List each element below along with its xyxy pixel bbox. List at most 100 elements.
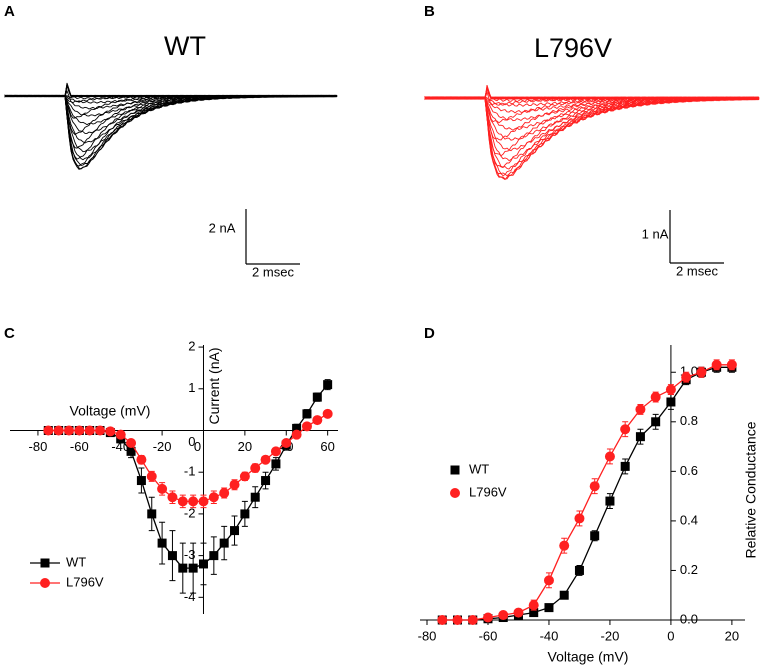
x-tick-label: 0	[194, 439, 201, 454]
data-point	[482, 612, 493, 623]
scale-label: 2 nA	[209, 220, 236, 235]
data-point	[312, 392, 322, 402]
current-trace	[424, 96, 760, 141]
data-point	[250, 492, 260, 502]
legend-marker	[40, 558, 50, 568]
x-tick-label: -40	[111, 439, 130, 454]
data-point	[544, 603, 554, 613]
data-point	[467, 615, 478, 625]
y-tick-label: -3	[184, 547, 196, 562]
data-point	[604, 451, 615, 462]
data-point	[95, 425, 106, 436]
data-point	[260, 454, 271, 465]
data-point	[188, 496, 199, 507]
data-point	[312, 415, 323, 426]
data-point	[726, 359, 737, 370]
y-tick-label: 0.4	[680, 512, 698, 527]
scale-label: 2 msec	[676, 263, 718, 278]
x-tick-label: -60	[70, 439, 89, 454]
y-tick-label: -4	[184, 589, 196, 604]
current-trace	[4, 94, 338, 167]
y-tick-label: 0.2	[680, 562, 698, 577]
data-point	[240, 509, 250, 519]
data-point	[559, 540, 570, 551]
panel-title: WT	[164, 31, 206, 61]
x-tick-label: -20	[601, 628, 620, 643]
data-point	[281, 438, 292, 449]
data-point	[666, 397, 676, 407]
x-tick-label: -80	[29, 439, 48, 454]
y-axis-label: Relative Conductance	[743, 421, 759, 558]
x-tick-label: -20	[153, 439, 172, 454]
data-point	[620, 461, 630, 471]
data-point	[219, 488, 230, 499]
panel-letter: D	[424, 325, 435, 342]
data-point	[157, 538, 167, 548]
data-point	[146, 471, 157, 482]
data-point	[167, 551, 177, 561]
data-point	[559, 590, 569, 600]
y-tick-label: 0.8	[680, 413, 698, 428]
x-tick-label: 20	[238, 439, 252, 454]
x-tick-label: 20	[725, 628, 739, 643]
y-tick-label: 0	[188, 434, 195, 449]
data-point	[696, 367, 707, 378]
legend-marker	[450, 488, 460, 498]
scale-label: 2 msec	[252, 264, 294, 279]
data-point	[711, 359, 722, 370]
data-point	[322, 408, 333, 419]
scale-label: 1 nA	[642, 226, 669, 241]
x-axis-label: Voltage (mV)	[70, 403, 151, 419]
current-trace	[4, 94, 338, 167]
legend-marker	[450, 465, 460, 475]
data-point	[574, 513, 585, 524]
legend-label: L796V	[469, 484, 507, 499]
data-point	[270, 446, 281, 457]
data-point	[589, 481, 600, 492]
legend-label: WT	[66, 554, 86, 569]
current-trace	[424, 95, 760, 141]
data-point	[239, 471, 250, 482]
data-point	[219, 538, 229, 548]
legend-label: L796V	[66, 574, 104, 589]
data-point	[650, 392, 661, 403]
y-tick-label: 0.6	[680, 463, 698, 478]
current-trace	[4, 94, 338, 170]
data-point	[105, 426, 116, 437]
data-point	[230, 526, 240, 536]
data-point	[271, 459, 281, 469]
panel-letter: A	[4, 3, 15, 20]
data-point	[43, 425, 54, 436]
x-tick-label: 60	[320, 439, 334, 454]
series-line	[48, 413, 329, 503]
x-tick-label: -40	[540, 628, 559, 643]
panel-title: L796V	[534, 33, 612, 63]
y-axis-label: Current (nA)	[206, 347, 222, 424]
data-point	[543, 575, 554, 586]
legend-label: WT	[469, 461, 489, 476]
x-tick-label: -60	[479, 628, 498, 643]
data-point	[198, 559, 208, 569]
current-trace	[4, 82, 338, 98]
data-point	[302, 409, 312, 419]
current-trace	[424, 84, 760, 100]
data-point	[136, 454, 147, 465]
current-trace	[424, 96, 760, 157]
data-point	[292, 423, 302, 433]
trace-family	[4, 82, 338, 170]
panel-letter: C	[4, 325, 15, 342]
data-point	[605, 496, 615, 506]
data-point	[452, 615, 463, 625]
data-point	[323, 380, 333, 390]
data-point	[250, 463, 261, 474]
x-tick-label: 0	[667, 628, 674, 643]
data-point	[63, 425, 74, 436]
data-point	[188, 563, 198, 573]
data-point	[147, 509, 157, 519]
data-point	[126, 438, 137, 449]
data-point	[198, 496, 209, 507]
data-point	[177, 496, 188, 507]
y-tick-label: 0.0	[680, 611, 698, 626]
x-axis-label: Voltage (mV)	[548, 649, 629, 665]
